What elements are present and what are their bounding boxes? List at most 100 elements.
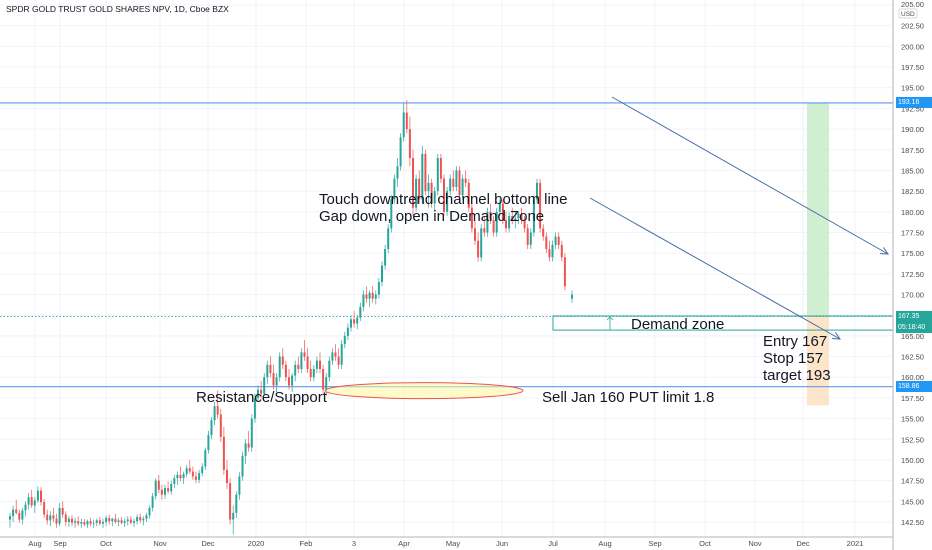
candle-body	[492, 220, 495, 233]
candle-body	[427, 182, 430, 192]
candle-body	[477, 240, 480, 258]
candle-body	[483, 228, 486, 233]
candle-body	[387, 228, 390, 250]
candle-body	[514, 218, 517, 221]
y-tick-label: 180.00	[901, 208, 924, 217]
candle-body	[61, 507, 64, 515]
candle-body	[474, 228, 476, 241]
candle-body	[340, 344, 343, 365]
candle-body	[303, 352, 306, 357]
candle-body	[111, 518, 114, 522]
x-tick-label: Oct	[100, 539, 113, 548]
x-tick-label: Dec	[796, 539, 810, 548]
candle-body	[176, 474, 179, 479]
candle-body	[160, 489, 163, 495]
y-tick-label: 187.50	[901, 146, 924, 155]
x-tick-label: Sep	[648, 539, 661, 548]
price-label: 05:18:40	[896, 321, 932, 333]
candle-body	[219, 414, 222, 437]
candle-body	[356, 317, 359, 324]
candle-body	[238, 476, 241, 495]
candle-body	[480, 228, 483, 258]
x-tick-label: Feb	[300, 539, 313, 548]
channel-top-line	[611, 96, 889, 255]
candle-body	[390, 199, 393, 229]
candle-body	[281, 356, 284, 365]
candle-body	[300, 352, 303, 369]
candle-body	[557, 236, 560, 245]
candle-body	[362, 294, 365, 307]
candle-body	[470, 207, 473, 229]
candle-body	[27, 497, 30, 505]
candle-body	[551, 244, 554, 258]
candle-body	[495, 211, 498, 233]
candle-body	[508, 215, 511, 229]
candle-body	[170, 483, 173, 492]
channel-bottom-line-head	[831, 332, 842, 340]
candle-body	[105, 517, 108, 522]
candle-body	[89, 521, 92, 524]
candle-body	[505, 220, 507, 229]
candle-body	[30, 497, 33, 506]
candle-body	[80, 522, 83, 524]
x-tick-label: Oct	[699, 539, 712, 548]
candle-body	[436, 158, 439, 192]
target-zone	[807, 102, 829, 317]
candle-body	[195, 476, 197, 480]
candle-body	[52, 515, 55, 519]
x-tick-label: Sep	[53, 539, 66, 548]
y-tick-label: 150.00	[901, 456, 924, 465]
candle-body	[77, 521, 80, 524]
candle-body	[412, 158, 414, 208]
annotation-sell-put: Sell Jan 160 PUT limit 1.8	[542, 389, 715, 406]
candle-body	[359, 306, 362, 318]
candle-body	[399, 137, 402, 167]
candle-body	[529, 232, 532, 245]
y-tick-label: 202.50	[901, 22, 924, 31]
candle-body	[173, 478, 176, 484]
candle-body	[83, 522, 86, 525]
x-tick-label: Aug	[598, 539, 611, 548]
y-tick-label: 160.00	[901, 373, 924, 382]
candle-body	[213, 406, 216, 421]
candle-body	[142, 518, 145, 521]
candle-body	[328, 360, 331, 378]
x-tick-label: 2021	[847, 539, 864, 548]
candle-body	[452, 178, 455, 187]
candle-body	[102, 522, 104, 524]
candle-body	[257, 389, 259, 398]
candle-body	[309, 368, 312, 378]
y-tick-label: 172.50	[901, 270, 924, 279]
candle-body	[67, 518, 70, 522]
candle-body	[343, 335, 346, 345]
candle-body	[49, 515, 52, 521]
channel-top-line-head	[879, 247, 889, 255]
x-tick-label: Jul	[548, 539, 558, 548]
candle-body	[139, 517, 142, 521]
candle-body	[123, 521, 126, 523]
candle-body	[74, 521, 77, 523]
y-tick-label: 185.00	[901, 166, 924, 175]
candle-body	[294, 364, 297, 376]
candle-body	[306, 356, 309, 369]
y-tick-label: 147.50	[901, 477, 924, 486]
candle-body	[15, 509, 18, 513]
candle-body	[250, 418, 253, 448]
candle-body	[55, 518, 58, 524]
candle-body	[498, 203, 501, 212]
candle-body	[275, 377, 278, 386]
unit-badge	[898, 8, 918, 19]
y-tick-label: 145.00	[901, 497, 924, 506]
candle-body	[58, 507, 61, 524]
channel-bottom-line	[589, 197, 841, 340]
candle-body	[322, 368, 325, 390]
candle-body	[120, 520, 123, 523]
candle-body	[433, 191, 436, 204]
candle-body	[371, 292, 374, 299]
y-tick-label: 192.50	[901, 104, 924, 113]
candle-body	[545, 236, 548, 250]
candle-body	[272, 373, 275, 386]
candle-body	[563, 257, 566, 287]
